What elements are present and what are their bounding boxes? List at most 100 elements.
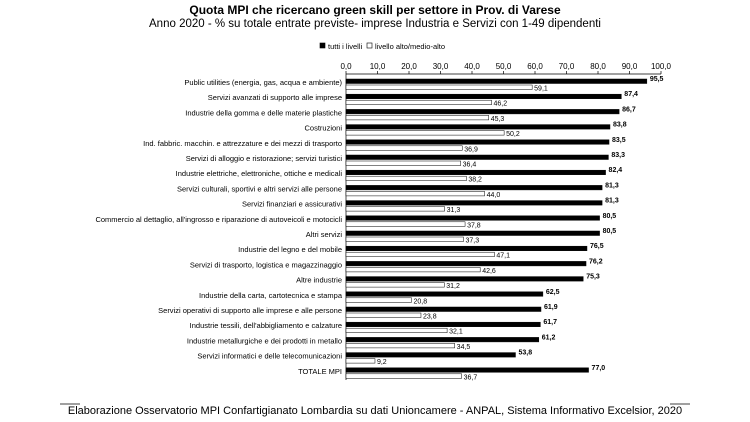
category-label: Altri servizi: [306, 230, 343, 239]
x-tick-label: 100,0: [651, 62, 672, 71]
bar-livello-alto: [345, 312, 422, 318]
x-tick-label: 40,0: [464, 62, 480, 71]
legend-swatch-series-2: [366, 42, 373, 49]
data-label-livello-alto: 9,2: [377, 359, 387, 366]
data-label-tutti-i-livelli: 61,9: [544, 304, 558, 311]
category-label: Industrie della gomma e delle materie pl…: [185, 108, 342, 117]
bar-livello-alto: [345, 267, 481, 273]
bar-tutti-i-livelli: [345, 306, 542, 312]
category-label: Servizi di alloggio e ristorazione; serv…: [186, 154, 343, 163]
bar-livello-alto: [345, 282, 445, 288]
bar-tutti-i-livelli: [345, 321, 541, 327]
data-label-livello-alto: 50,2: [506, 131, 520, 138]
category-label: Servizi avanzati di supporto alle impres…: [208, 93, 342, 102]
x-tick-label: 60,0: [527, 62, 543, 71]
data-label-tutti-i-livelli: 83,3: [611, 152, 625, 159]
legend: tutti i livelli livello alto/medio-alto: [319, 42, 445, 51]
x-tick-label: 20,0: [401, 62, 417, 71]
legend-label-series-1: tutti i livelli: [328, 42, 363, 51]
chart-subtitle: Anno 2020 - % su totale entrate previste…: [149, 18, 601, 30]
data-label-livello-alto: 36,9: [464, 146, 478, 153]
bar-livello-alto: [345, 130, 505, 136]
bar-livello-alto: [345, 206, 445, 212]
data-label-tutti-i-livelli: 81,3: [605, 182, 619, 189]
bar-tutti-i-livelli: [345, 337, 540, 343]
bar-tutti-i-livelli: [345, 185, 603, 191]
data-label-livello-alto: 23,8: [423, 314, 437, 321]
data-label-livello-alto: 42,6: [482, 268, 496, 275]
bar-livello-alto: [345, 160, 461, 166]
chart-title: Quota MPI che ricercano green skill per …: [189, 3, 561, 17]
bar-tutti-i-livelli: [345, 276, 584, 282]
bar-livello-alto: [345, 327, 448, 333]
category-label: Industrie elettriche, elettroniche, otti…: [176, 169, 343, 178]
category-label: Altre industrie: [296, 276, 342, 285]
bar-livello-alto: [345, 145, 463, 151]
data-label-tutti-i-livelli: 80,5: [603, 228, 617, 235]
x-tick-label: 0,0: [340, 62, 352, 71]
plot-area: 0,0 10,0 20,0 30,0 40,0 50,0 60,0 70,0 80,0 90,0 1…: [95, 62, 671, 381]
data-label-livello-alto: 32,1: [449, 329, 463, 336]
data-label-livello-alto: 44,0: [487, 192, 501, 199]
category-label: Servizi informatici e delle telecomunica…: [197, 352, 342, 361]
bar-livello-alto: [345, 343, 455, 349]
x-tick-label: 30,0: [433, 62, 449, 71]
bar-livello-alto: [345, 84, 533, 90]
data-label-tutti-i-livelli: 95,5: [650, 76, 664, 83]
bar-tutti-i-livelli: [345, 154, 609, 160]
bar-livello-alto: [345, 175, 467, 181]
category-label: Servizi di trasporto, logistica e magazz…: [190, 260, 342, 269]
data-label-tutti-i-livelli: 53,8: [518, 350, 532, 357]
bar-tutti-i-livelli: [345, 109, 620, 115]
x-tick-label: 80,0: [590, 62, 606, 71]
x-tick-label: 90,0: [622, 62, 638, 71]
data-label-tutti-i-livelli: 86,7: [622, 106, 636, 113]
x-tick-label: 50,0: [496, 62, 512, 71]
category-label: Public utilities (energia, gas, acqua e …: [184, 78, 342, 87]
data-label-tutti-i-livelli: 83,8: [613, 122, 627, 129]
category-label: Industrie tessili, dell'abbigliamento e …: [190, 321, 342, 330]
category-label: Industrie della carta, cartotecnica e st…: [199, 291, 343, 300]
category-label: TOTALE MPI: [298, 367, 342, 376]
data-label-livello-alto: 45,3: [491, 116, 505, 123]
bar-tutti-i-livelli: [345, 124, 611, 130]
data-label-livello-alto: 46,2: [494, 101, 508, 108]
legend-swatch-series-1: [319, 42, 326, 49]
bar-tutti-i-livelli: [345, 215, 600, 221]
data-label-tutti-i-livelli: 62,5: [546, 289, 560, 296]
data-label-livello-alto: 36,7: [464, 374, 478, 381]
data-label-tutti-i-livelli: 81,3: [605, 198, 619, 205]
category-label: Servizi operativi di supporto alle impre…: [158, 306, 342, 315]
bar-tutti-i-livelli: [345, 78, 648, 84]
data-label-livello-alto: 31,3: [447, 207, 461, 214]
bar-livello-alto: [345, 236, 464, 242]
data-label-tutti-i-livelli: 77,0: [592, 365, 606, 372]
data-label-tutti-i-livelli: 61,7: [543, 319, 557, 326]
footer-source: Elaborazione Osservatorio MPI Confartigi…: [68, 405, 682, 417]
bar-tutti-i-livelli: [345, 139, 610, 145]
bar-tutti-i-livelli: [345, 93, 622, 99]
bar-tutti-i-livelli: [345, 352, 516, 358]
data-label-tutti-i-livelli: 80,5: [603, 213, 617, 220]
data-label-livello-alto: 37,8: [467, 222, 481, 229]
x-tick-label: 70,0: [559, 62, 575, 71]
bar-tutti-i-livelli: [345, 230, 600, 236]
data-label-livello-alto: 47,1: [496, 253, 510, 260]
bar-livello-alto: [345, 191, 485, 197]
bar-livello-alto: [345, 99, 492, 105]
category-label: Industrie metallurgiche e dei prodotti i…: [187, 336, 342, 345]
x-tick-label: 10,0: [370, 62, 386, 71]
data-label-livello-alto: 38,2: [468, 177, 482, 184]
data-label-livello-alto: 59,1: [534, 86, 548, 93]
category-label: Industrie del legno e del mobile: [238, 245, 342, 254]
bar-livello-alto: [345, 373, 462, 379]
bar-livello-alto: [345, 221, 466, 227]
bar-tutti-i-livelli: [345, 261, 587, 267]
bar-livello-alto: [345, 297, 412, 303]
bar-tutti-i-livelli: [345, 200, 603, 206]
bar-tutti-i-livelli: [345, 169, 606, 175]
data-label-tutti-i-livelli: 61,2: [542, 334, 556, 341]
data-label-tutti-i-livelli: 87,4: [624, 91, 638, 98]
bar-livello-alto: [345, 251, 495, 257]
data-label-livello-alto: 31,2: [446, 283, 460, 290]
